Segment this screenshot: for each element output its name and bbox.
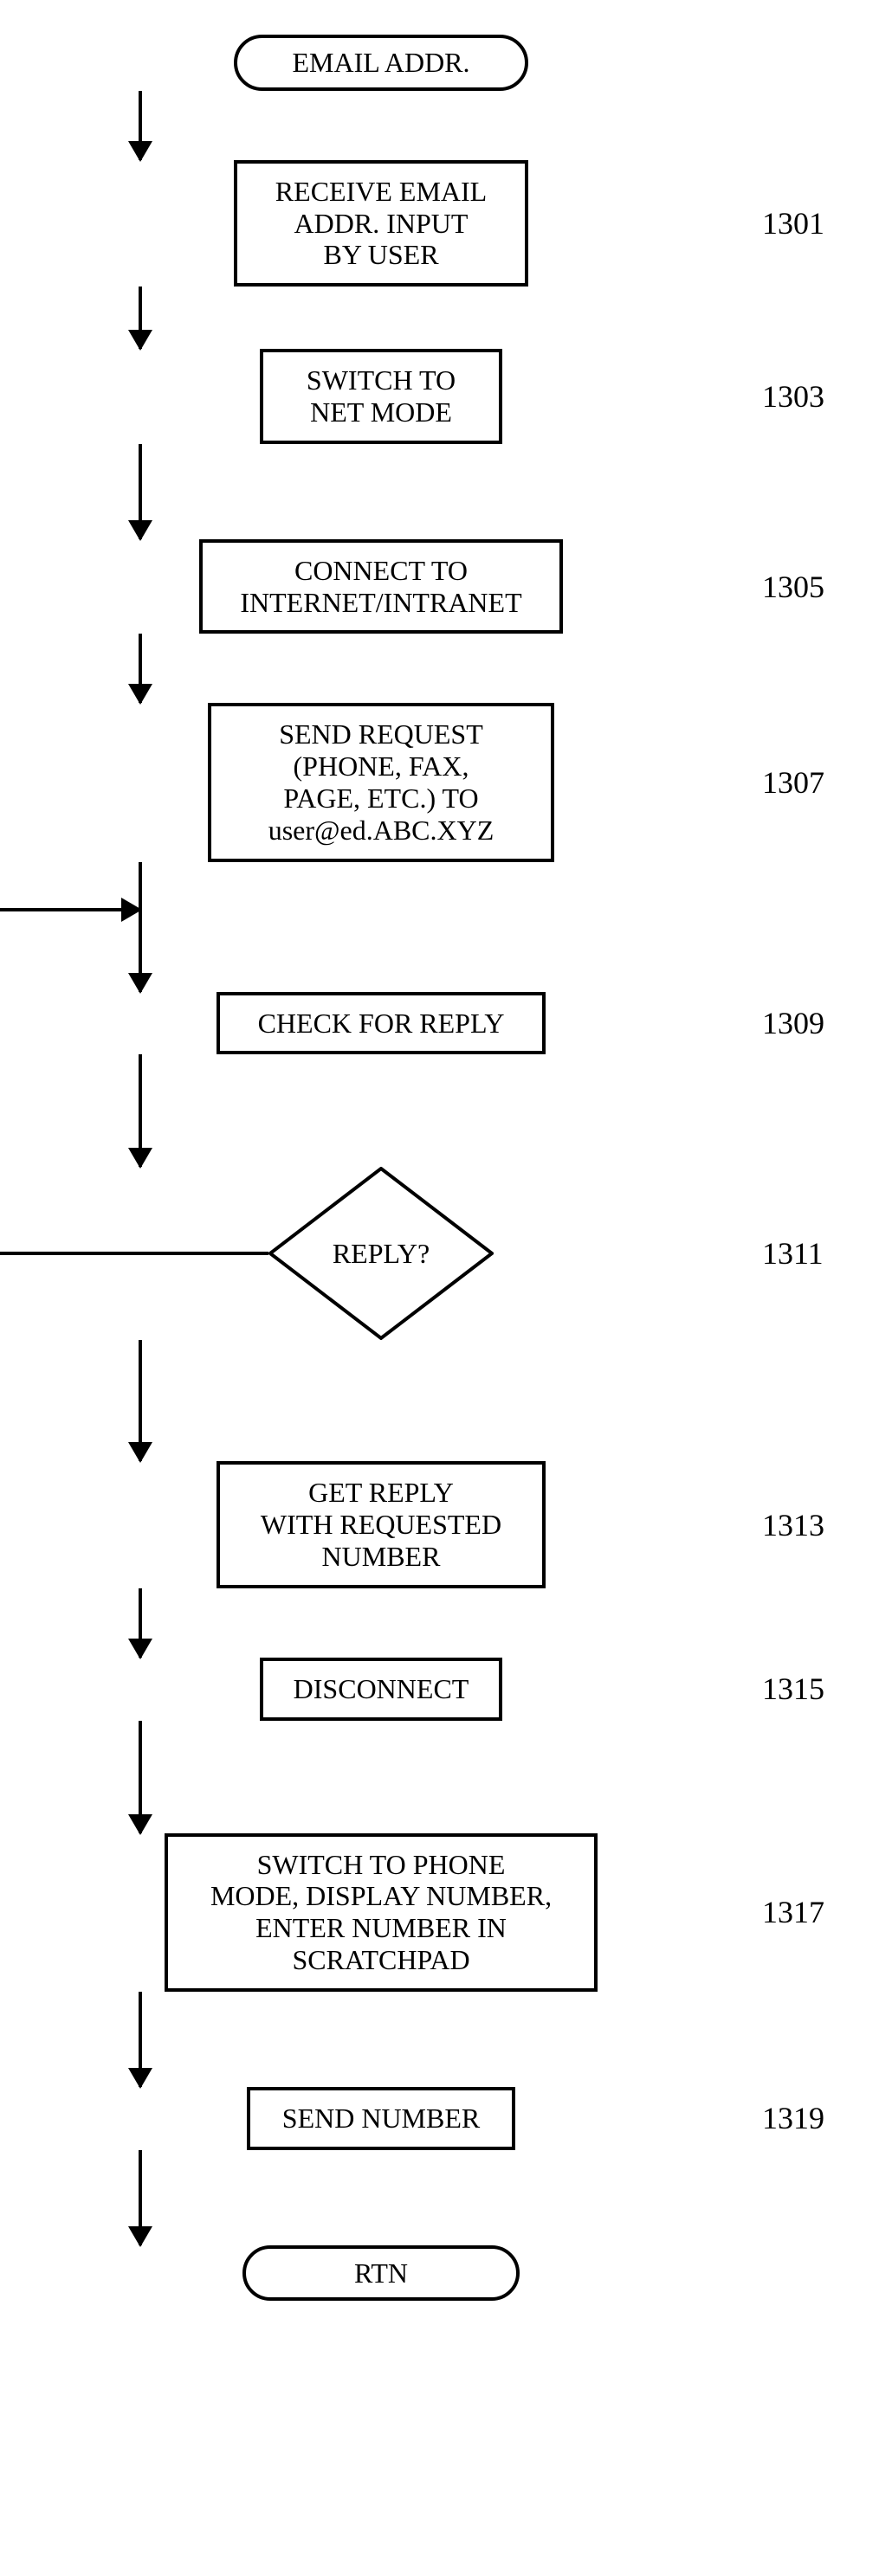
node-text-n1313: GET REPLYWITH REQUESTEDNUMBER	[261, 1477, 501, 1572]
node-wrap-n1315: DISCONNECT1315	[139, 1658, 624, 1721]
flow-arrow	[139, 862, 142, 992]
node-end: RTN	[242, 2245, 520, 2302]
flow-arrow	[139, 91, 142, 160]
flowchart-stack: EMAIL ADDR. RECEIVE EMAILADDR. INPUTBY US…	[139, 35, 624, 2301]
node-start: EMAIL ADDR.	[234, 35, 528, 91]
node-text-n1317: SWITCH TO PHONEMODE, DISPLAY NUMBER,ENTE…	[210, 1849, 552, 1976]
arrowhead-down	[128, 520, 152, 541]
arrowhead-down	[128, 141, 152, 162]
flow-arrow	[139, 1992, 142, 2087]
flow-arrow	[139, 634, 142, 703]
node-wrap-start: EMAIL ADDR.	[139, 35, 624, 91]
node-n1307: SEND REQUEST(PHONE, FAX,PAGE, ETC.) TOus…	[208, 703, 554, 861]
arrowhead-right	[121, 898, 142, 922]
step-label-1301: 1301	[762, 205, 824, 242]
node-n1309: CHECK FOR REPLY	[217, 992, 546, 1055]
node-text-n1311: REPLY?	[333, 1238, 430, 1270]
flow-arrow	[139, 1054, 142, 1167]
step-label-1319: 1319	[762, 2100, 824, 2136]
node-wrap-n1307: SEND REQUEST(PHONE, FAX,PAGE, ETC.) TOus…	[139, 703, 624, 861]
node-text-n1305: CONNECT TOINTERNET/INTRANET	[240, 555, 521, 619]
node-wrap-end: RTN	[139, 2245, 624, 2302]
arrowhead-down	[128, 2226, 152, 2247]
node-wrap-n1313: GET REPLYWITH REQUESTEDNUMBER1313	[139, 1461, 624, 1587]
step-label-1307: 1307	[762, 764, 824, 801]
arrowhead-down	[128, 684, 152, 705]
arrowhead-down	[128, 330, 152, 351]
step-label-1313: 1313	[762, 1507, 824, 1543]
node-text-n1315: DISCONNECT	[294, 1673, 469, 1705]
arrowhead-down	[128, 1639, 152, 1659]
node-wrap-n1301: RECEIVE EMAILADDR. INPUTBY USER1301	[139, 160, 624, 287]
step-label-1305: 1305	[762, 569, 824, 605]
step-label-1315: 1315	[762, 1671, 824, 1707]
node-wrap-n1309: CHECK FOR REPLY1309	[139, 992, 624, 1055]
node-n1301: RECEIVE EMAILADDR. INPUTBY USER	[234, 160, 528, 287]
step-label-1309: 1309	[762, 1005, 824, 1041]
node-n1315: DISCONNECT	[260, 1658, 502, 1721]
node-wrap-n1317: SWITCH TO PHONEMODE, DISPLAY NUMBER,ENTE…	[139, 1833, 624, 1992]
flowchart-container: EMAIL ADDR. RECEIVE EMAILADDR. INPUTBY US…	[17, 35, 875, 2301]
step-label-1303: 1303	[762, 378, 824, 415]
node-text-n1319: SEND NUMBER	[282, 2103, 480, 2135]
flow-arrow	[139, 444, 142, 539]
flow-arrow	[139, 1340, 142, 1461]
arrowhead-down	[128, 1814, 152, 1835]
node-text-n1307: SEND REQUEST(PHONE, FAX,PAGE, ETC.) TOus…	[268, 718, 494, 846]
flow-arrow	[139, 287, 142, 349]
arrowhead-down	[128, 2068, 152, 2089]
node-wrap-n1303: SWITCH TONET MODE1303	[139, 349, 624, 444]
flow-arrow	[139, 1588, 142, 1658]
node-wrap-n1305: CONNECT TOINTERNET/INTRANET1305	[139, 539, 624, 634]
node-n1303: SWITCH TONET MODE	[260, 349, 502, 444]
node-wrap-n1319: SEND NUMBER1319	[139, 2087, 624, 2150]
loop-line-bottom	[0, 1252, 268, 1255]
node-text-n1309: CHECK FOR REPLY	[258, 1008, 505, 1040]
step-label-1317: 1317	[762, 1894, 824, 1930]
loop-line-top	[0, 908, 140, 911]
node-n1305: CONNECT TOINTERNET/INTRANET	[199, 539, 563, 634]
node-text-n1303: SWITCH TONET MODE	[307, 364, 456, 428]
node-text-n1301: RECEIVE EMAILADDR. INPUTBY USER	[275, 176, 487, 271]
node-text-end: RTN	[354, 2257, 408, 2289]
node-n1319: SEND NUMBER	[247, 2087, 515, 2150]
node-text-start: EMAIL ADDR.	[292, 47, 469, 79]
step-label-1311: 1311	[762, 1235, 824, 1272]
node-n1317: SWITCH TO PHONEMODE, DISPLAY NUMBER,ENTE…	[165, 1833, 598, 1992]
node-n1313: GET REPLYWITH REQUESTEDNUMBER	[217, 1461, 546, 1587]
arrowhead-down	[128, 973, 152, 994]
flow-arrow	[139, 1721, 142, 1833]
flow-arrow	[139, 2150, 142, 2245]
arrowhead-down	[128, 1442, 152, 1463]
arrowhead-down	[128, 1148, 152, 1169]
